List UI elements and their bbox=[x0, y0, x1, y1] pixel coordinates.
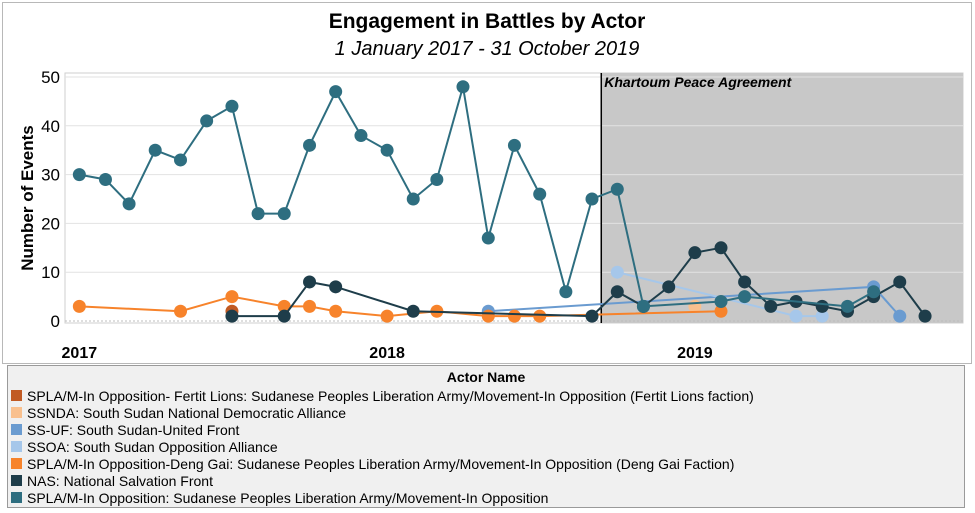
data-point bbox=[585, 309, 599, 323]
data-point bbox=[430, 172, 444, 186]
data-point bbox=[225, 290, 239, 304]
data-point bbox=[815, 309, 829, 323]
legend-item: SSOA: South Sudan Opposition Alliance bbox=[8, 438, 964, 455]
data-point bbox=[918, 309, 932, 323]
data-point bbox=[714, 241, 728, 255]
legend-item: SPLA/M-In Opposition- Fertit Lions: Suda… bbox=[8, 387, 964, 404]
data-point bbox=[636, 299, 650, 313]
y-tick-label: 40 bbox=[41, 117, 60, 136]
legend-item: NAS: National Salvation Front bbox=[8, 472, 964, 489]
data-point bbox=[481, 231, 495, 245]
data-point bbox=[174, 153, 188, 167]
y-tick-label: 50 bbox=[41, 68, 60, 87]
legend-label: NAS: National Salvation Front bbox=[27, 472, 213, 489]
chart-subtitle: 1 January 2017 - 31 October 2019 bbox=[334, 38, 640, 60]
data-point bbox=[456, 80, 470, 94]
legend-label: SSNDA: South Sudan National Democratic A… bbox=[27, 404, 347, 421]
data-point bbox=[662, 280, 676, 294]
data-point bbox=[72, 168, 86, 182]
data-point bbox=[481, 309, 495, 323]
data-point bbox=[329, 304, 343, 318]
y-axis-label: Number of Events bbox=[18, 125, 37, 270]
legend-item: SPLA/M-In Opposition: Sudanese Peoples L… bbox=[8, 489, 964, 506]
legend-label: SPLA/M-In Opposition-Deng Gai: Sudanese … bbox=[27, 455, 735, 472]
data-point bbox=[893, 309, 907, 323]
data-point bbox=[329, 280, 343, 294]
data-point bbox=[406, 192, 420, 206]
data-point bbox=[610, 182, 624, 196]
data-point bbox=[225, 99, 239, 113]
data-point bbox=[533, 187, 547, 201]
legend-swatch bbox=[11, 475, 22, 486]
data-point bbox=[507, 138, 521, 152]
data-point bbox=[533, 309, 547, 323]
legend-swatch bbox=[11, 492, 22, 503]
data-point bbox=[610, 285, 624, 299]
data-point bbox=[303, 138, 317, 152]
y-tick-label: 20 bbox=[41, 214, 60, 233]
legend-swatch bbox=[11, 390, 22, 401]
chart-frame: Engagement in Battles by Actor 1 January… bbox=[2, 2, 972, 364]
data-point bbox=[380, 143, 394, 157]
y-tick-label: 30 bbox=[41, 166, 60, 185]
x-tick-label: 2017 bbox=[62, 345, 98, 362]
legend-title: Actor Name bbox=[446, 369, 526, 385]
x-tick-label: 2019 bbox=[677, 345, 713, 362]
data-point bbox=[507, 309, 521, 323]
data-point bbox=[714, 294, 728, 308]
y-tick-label: 10 bbox=[41, 263, 60, 282]
data-point bbox=[225, 309, 239, 323]
line-chart: 0 10 20 30 40 50 Number of Events 2017 2018 2019 K… bbox=[18, 68, 964, 362]
data-point bbox=[148, 143, 162, 157]
legend-swatch bbox=[11, 458, 22, 469]
x-tick-label: 2018 bbox=[369, 345, 405, 362]
data-point bbox=[329, 85, 343, 99]
chart-title: Engagement in Battles by Actor bbox=[328, 10, 646, 33]
data-point bbox=[200, 114, 214, 128]
legend-label: SSOA: South Sudan Opposition Alliance bbox=[27, 438, 278, 455]
data-point bbox=[277, 207, 291, 221]
data-point bbox=[610, 265, 624, 279]
legend-items: SPLA/M-In Opposition- Fertit Lions: Suda… bbox=[8, 387, 964, 506]
data-point bbox=[840, 299, 854, 313]
y-tick-label: 0 bbox=[51, 312, 60, 331]
legend-label: SPLA/M-In Opposition- Fertit Lions: Suda… bbox=[27, 387, 754, 404]
data-point bbox=[303, 299, 317, 313]
data-point bbox=[406, 304, 420, 318]
data-point bbox=[789, 309, 803, 323]
legend-swatch bbox=[11, 441, 22, 452]
data-point bbox=[738, 275, 752, 289]
data-point bbox=[815, 299, 829, 313]
data-point bbox=[122, 197, 136, 211]
data-point bbox=[688, 246, 702, 260]
data-point bbox=[714, 304, 728, 318]
legend-label: SPLA/M-In Opposition: Sudanese Peoples L… bbox=[27, 489, 549, 506]
legend-label: SS-UF: South Sudan-United Front bbox=[27, 421, 240, 438]
data-point bbox=[354, 129, 368, 143]
data-point bbox=[893, 275, 907, 289]
data-point bbox=[738, 290, 752, 304]
data-point bbox=[72, 299, 86, 313]
data-point bbox=[867, 285, 881, 299]
data-point bbox=[585, 192, 599, 206]
post-agreement-shade bbox=[601, 73, 963, 323]
data-point bbox=[251, 207, 265, 221]
legend: Actor Name SPLA/M-In Opposition- Fertit … bbox=[7, 365, 965, 508]
data-point bbox=[303, 275, 317, 289]
data-point bbox=[380, 309, 394, 323]
data-point bbox=[277, 299, 291, 313]
legend-item: SS-UF: South Sudan-United Front bbox=[8, 421, 964, 438]
legend-swatch bbox=[11, 424, 22, 435]
legend-item: SSNDA: South Sudan National Democratic A… bbox=[8, 404, 964, 421]
data-point bbox=[174, 304, 188, 318]
data-point bbox=[559, 285, 573, 299]
legend-swatch bbox=[11, 407, 22, 418]
data-point bbox=[98, 172, 112, 186]
data-point bbox=[277, 309, 291, 323]
annotation-label: Khartoum Peace Agreement bbox=[604, 74, 792, 90]
data-point bbox=[764, 299, 778, 313]
legend-item: SPLA/M-In Opposition-Deng Gai: Sudanese … bbox=[8, 455, 964, 472]
